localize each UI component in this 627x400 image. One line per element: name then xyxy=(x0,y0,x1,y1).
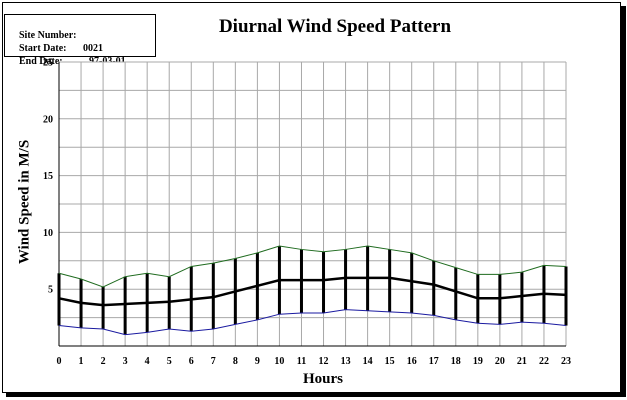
x-tick-label: 14 xyxy=(363,356,373,367)
x-tick-label: 11 xyxy=(297,356,306,367)
x-tick-label: 6 xyxy=(189,356,194,367)
x-tick-label: 15 xyxy=(385,356,395,367)
x-tick-label: 13 xyxy=(341,356,351,367)
x-tick-label: 18 xyxy=(451,356,461,367)
y-tick-label: 20 xyxy=(43,114,53,125)
x-tick-label: 12 xyxy=(319,356,329,367)
x-tick-label: 1 xyxy=(79,356,84,367)
x-tick-label: 8 xyxy=(233,356,238,367)
frame-shadow-bottom xyxy=(6,392,626,397)
x-tick-label: 3 xyxy=(123,356,128,367)
x-tick-label: 2 xyxy=(101,356,106,367)
x-tick-label: 9 xyxy=(255,356,260,367)
x-tick-label: 22 xyxy=(539,356,549,367)
x-tick-label: 20 xyxy=(495,356,505,367)
y-tick-label: 15 xyxy=(43,171,53,182)
y-tick-label: 25 xyxy=(43,58,53,69)
upper-series-line xyxy=(58,245,567,288)
start-date-label: Start Date: xyxy=(19,43,67,54)
x-tick-label: 21 xyxy=(517,356,527,367)
x-tick-label: 19 xyxy=(473,356,483,367)
site-number-row: Site Number: 0021 xyxy=(9,16,103,68)
y-tick-label: 10 xyxy=(43,228,53,239)
chart-title: Diurnal Wind Speed Pattern xyxy=(218,16,452,37)
x-tick-label: 0 xyxy=(57,356,62,367)
x-tick-label: 7 xyxy=(211,356,216,367)
frame-shadow-right xyxy=(621,6,626,394)
mean-series-line xyxy=(58,276,567,307)
x-axis-label: Hours xyxy=(302,371,343,387)
lower-series-line xyxy=(58,309,567,336)
x-tick-label: 16 xyxy=(407,356,417,367)
site-number-label: Site Number: xyxy=(19,30,77,41)
x-tick-label: 10 xyxy=(274,356,284,367)
x-tick-label: 17 xyxy=(429,356,439,367)
x-tick-label: 4 xyxy=(145,356,150,367)
site-number-value: 0021 xyxy=(83,43,103,54)
end-date-label: End Date: xyxy=(19,56,63,67)
x-tick-label: 5 xyxy=(167,356,172,367)
y-tick-label: 5 xyxy=(48,285,53,296)
x-tick-label: 23 xyxy=(561,356,571,367)
